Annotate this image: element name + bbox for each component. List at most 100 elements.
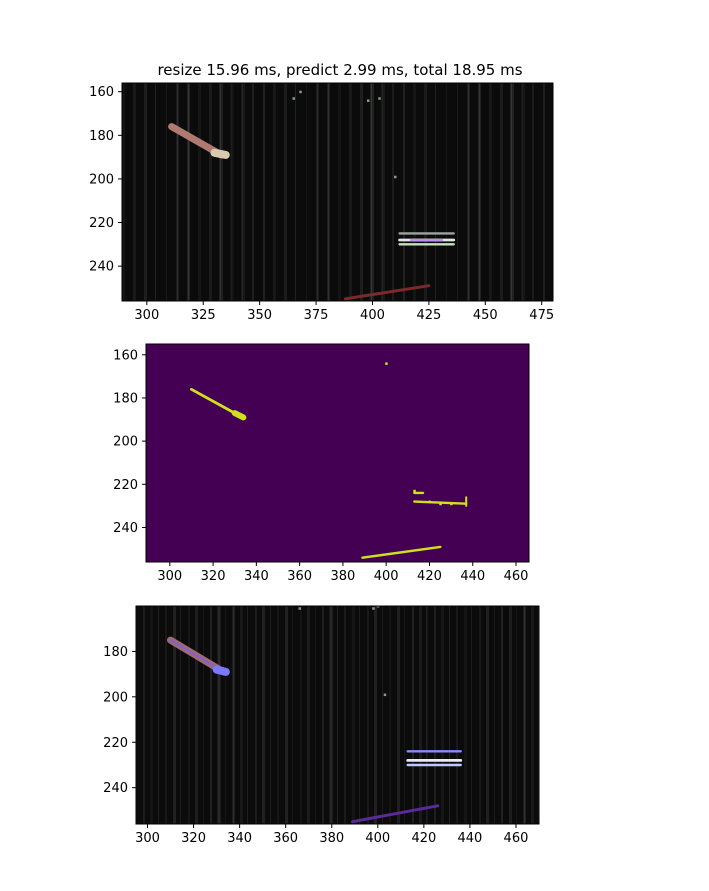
sensor-streak: [412, 606, 414, 824]
sensor-streak: [220, 83, 223, 301]
y-tick-label: 160: [89, 85, 114, 100]
sensor-streak: [240, 606, 243, 824]
sensor-streak: [404, 606, 405, 824]
sensor-streak: [292, 606, 293, 824]
sensor-streak: [532, 83, 534, 301]
sensor-streak: [367, 606, 369, 824]
x-tick-label: 420: [411, 831, 436, 846]
y-tick-label: 180: [103, 645, 128, 660]
sensor-streak: [456, 606, 458, 824]
speck: [384, 694, 387, 697]
y-tick-label: 200: [103, 690, 128, 705]
x-tick-label: 320: [181, 831, 206, 846]
speck: [394, 176, 397, 179]
y-tick-label: 240: [103, 781, 128, 796]
sensor-streak: [414, 83, 416, 301]
sensor-streak: [300, 606, 302, 824]
x-tick-label: 300: [134, 308, 159, 323]
sensor-streak: [150, 606, 153, 824]
sensor-streak: [468, 83, 469, 301]
sensor-streak: [543, 83, 545, 301]
y-tick-label: 240: [89, 260, 114, 275]
sensor-streak: [217, 606, 220, 824]
sensor-streak: [328, 83, 329, 301]
speck: [413, 490, 416, 493]
sensor-streak: [262, 606, 265, 824]
speck: [372, 607, 375, 610]
image-background: [146, 344, 529, 562]
sensor-streak: [177, 83, 178, 301]
y-tick-label: 180: [113, 391, 138, 406]
sensor-streak: [427, 606, 428, 824]
sensor-streak: [500, 83, 503, 301]
sensor-streak: [242, 83, 245, 301]
sensor-streak: [284, 83, 285, 301]
sensor-streak: [352, 606, 355, 824]
x-tick-label: 340: [227, 831, 252, 846]
sensor-streak: [143, 606, 145, 824]
sensor-streak: [180, 606, 181, 824]
sensor-streak: [479, 83, 480, 301]
sensor-streak: [349, 83, 352, 301]
sensor-streak: [123, 83, 125, 301]
detected-stroke: [235, 413, 244, 417]
sensor-streak: [198, 83, 201, 301]
sensor-streak: [144, 83, 145, 301]
x-tick-label: 400: [374, 569, 399, 584]
sensor-streak: [133, 83, 134, 301]
x-tick-label: 440: [460, 569, 485, 584]
sensor-streak: [166, 83, 167, 301]
y-tick-label: 220: [89, 216, 114, 231]
x-tick-label: 425: [416, 308, 441, 323]
sensor-streak: [285, 606, 288, 824]
sensor-streak: [441, 606, 444, 824]
sensor-streak: [225, 606, 226, 824]
speck: [385, 362, 388, 365]
speck: [428, 501, 431, 504]
speck: [299, 607, 302, 610]
sensor-streak: [471, 606, 472, 824]
x-tick-label: 450: [473, 308, 498, 323]
sensor-streak: [270, 606, 271, 824]
sensor-streak: [247, 606, 248, 824]
x-tick-label: 320: [201, 569, 226, 584]
sensor-streak: [392, 83, 394, 301]
x-tick-label: 380: [319, 831, 344, 846]
sensor-streak: [263, 83, 265, 301]
sensor-streak: [295, 83, 296, 301]
chart-title: resize 15.96 ms, predict 2.99 ms, total …: [157, 61, 522, 79]
sensor-streak: [397, 606, 400, 824]
sensor-streak: [188, 83, 189, 301]
sensor-streak: [449, 606, 450, 824]
x-tick-label: 360: [273, 831, 298, 846]
sensor-streak: [232, 606, 234, 824]
sensor-streak: [307, 606, 310, 824]
sensor-streak: [419, 606, 422, 824]
sensor-streak: [255, 606, 257, 824]
sensor-streak: [145, 83, 147, 301]
panel-top: resize 15.96 ms, predict 2.99 ms, total …: [89, 61, 554, 323]
y-tick-label: 240: [113, 521, 138, 536]
speck: [450, 503, 453, 506]
sensor-streak: [231, 83, 234, 301]
sensor-streak: [425, 83, 427, 301]
y-tick-label: 200: [113, 435, 138, 450]
sensor-streak: [522, 83, 525, 301]
x-tick-label: 400: [365, 831, 390, 846]
sensor-streak: [277, 606, 279, 824]
x-tick-label: 460: [504, 831, 529, 846]
sensor-streak: [360, 83, 363, 301]
speck: [378, 97, 381, 100]
sensor-streak: [457, 83, 458, 301]
sensor-streak: [359, 606, 360, 824]
sensor-streak: [337, 606, 338, 824]
x-tick-label: 300: [135, 831, 160, 846]
image-background: [122, 83, 553, 301]
speck: [299, 91, 302, 94]
y-tick-label: 160: [113, 348, 138, 363]
sensor-streak: [382, 83, 385, 301]
sensor-streak: [188, 606, 190, 824]
sensor-streak: [315, 606, 316, 824]
y-tick-label: 220: [113, 478, 138, 493]
sensor-streak: [424, 83, 425, 301]
